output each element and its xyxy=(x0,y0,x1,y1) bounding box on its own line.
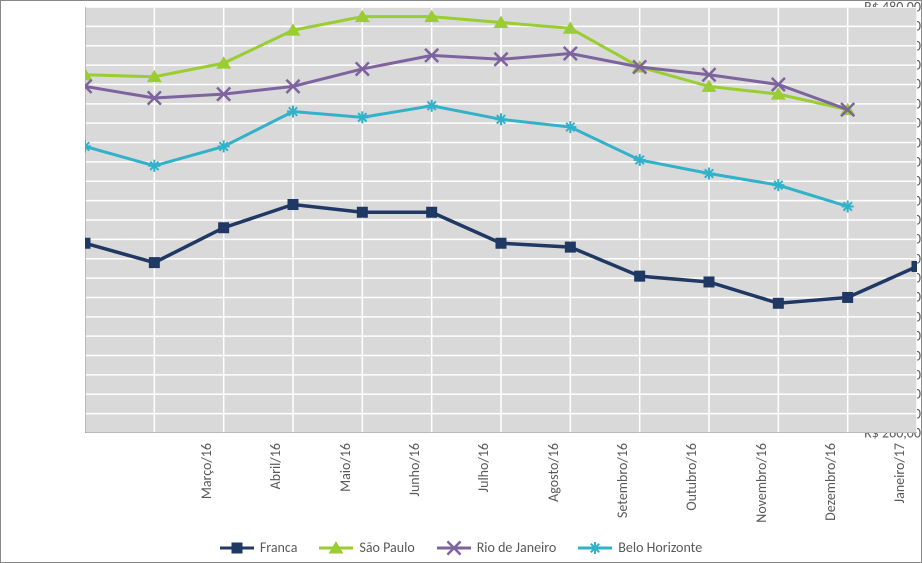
legend-item: Rio de Janeiro xyxy=(437,539,557,556)
legend-swatch xyxy=(319,540,353,556)
legend-swatch xyxy=(437,540,471,556)
legend: Franca São Paulo Rio de Janeiro Belo Horizo… xyxy=(1,539,921,556)
legend-swatch xyxy=(220,540,254,556)
plot-area xyxy=(85,7,917,433)
star-icon xyxy=(586,539,604,557)
triangle-icon xyxy=(327,539,345,557)
x-icon xyxy=(445,539,463,557)
legend-swatch xyxy=(578,540,612,556)
legend-label: Rio de Janeiro xyxy=(477,539,557,556)
chart-container: R$ 260,00R$ 270,00R$ 280,00R$ 290,00R$ 3… xyxy=(0,0,922,563)
legend-label: Belo Horizonte xyxy=(618,539,702,556)
legend-item: São Paulo xyxy=(319,539,414,556)
square-icon xyxy=(228,539,246,557)
legend-item: Franca xyxy=(220,539,298,556)
legend-label: Franca xyxy=(260,539,298,556)
legend-label: São Paulo xyxy=(359,539,414,556)
legend-item: Belo Horizonte xyxy=(578,539,702,556)
